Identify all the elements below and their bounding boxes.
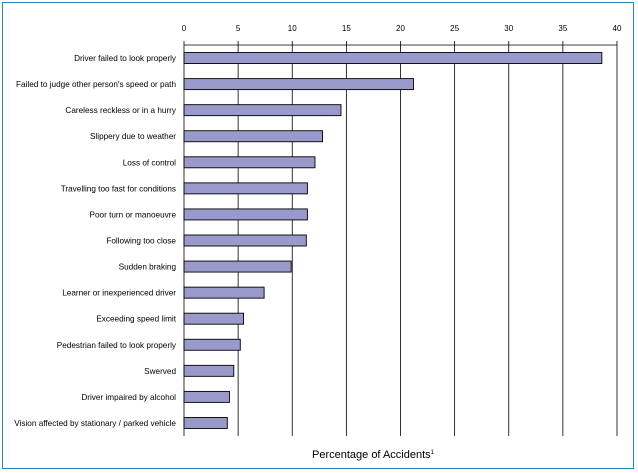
bar-chart: 0 5 10 15 20 25 30 35 40 Driver failed to look p… bbox=[14, 24, 622, 461]
x-axis-label: Percentage of Accidents bbox=[312, 449, 431, 461]
bar-3 bbox=[183, 104, 342, 117]
category-label-15: Vision affected by stationary / parked v… bbox=[14, 419, 176, 428]
category-labels: Driver failed to look properly Failed to … bbox=[14, 54, 177, 428]
bar-14 bbox=[183, 390, 230, 403]
category-label-4: Slippery due to weather bbox=[90, 132, 176, 141]
category-label-6: Travelling too fast for conditions bbox=[61, 184, 176, 193]
bar-13 bbox=[183, 364, 235, 377]
bar-11 bbox=[183, 312, 244, 325]
category-label-3: Careless reckless or in a hurry bbox=[65, 106, 176, 115]
category-label-12: Pedestrian failed to look properly bbox=[57, 341, 177, 350]
x-tick-label-30: 30 bbox=[504, 24, 513, 33]
bar-15 bbox=[183, 417, 228, 429]
category-label-7: Poor turn or manoeuvre bbox=[90, 210, 177, 219]
x-tick-label-5: 5 bbox=[236, 24, 241, 33]
bar-2 bbox=[183, 78, 414, 91]
chart-frame: 0 5 10 15 20 25 30 35 40 Driver failed to look p… bbox=[2, 2, 634, 469]
category-label-5: Loss of control bbox=[123, 158, 176, 167]
bar-12 bbox=[183, 338, 241, 351]
x-axis-label-footnote: 1 bbox=[431, 450, 435, 456]
category-label-13: Swerved bbox=[144, 367, 176, 376]
bar-1 bbox=[183, 52, 603, 64]
x-tick-label-15: 15 bbox=[342, 24, 351, 33]
x-tick-label-0: 0 bbox=[182, 24, 187, 33]
bars bbox=[183, 52, 603, 429]
category-label-2: Failed to judge other person's speed or … bbox=[16, 80, 176, 89]
x-axis-ticks: 0 5 10 15 20 25 30 35 40 bbox=[182, 24, 622, 45]
bar-4 bbox=[183, 130, 324, 143]
category-label-11: Exceeding speed limit bbox=[96, 315, 176, 324]
x-tick-label-10: 10 bbox=[288, 24, 297, 33]
category-label-14: Driver impaired by alcohol bbox=[81, 393, 176, 402]
bar-5 bbox=[183, 156, 316, 169]
x-tick-label-25: 25 bbox=[450, 24, 459, 33]
bar-8 bbox=[183, 234, 307, 247]
x-axis-title: Percentage of Accidents1 bbox=[312, 449, 435, 461]
x-tick-label-35: 35 bbox=[558, 24, 567, 33]
bar-6 bbox=[183, 182, 308, 195]
category-label-10: Learner or inexperienced driver bbox=[62, 289, 176, 298]
category-label-9: Sudden braking bbox=[119, 263, 177, 272]
category-label-8: Following too close bbox=[106, 237, 176, 246]
x-tick-label-20: 20 bbox=[396, 24, 405, 33]
bar-10 bbox=[183, 286, 265, 299]
bar-7 bbox=[183, 208, 308, 221]
x-tick-label-40: 40 bbox=[613, 24, 622, 33]
bar-9 bbox=[183, 260, 292, 273]
category-label-1: Driver failed to look properly bbox=[74, 54, 177, 63]
